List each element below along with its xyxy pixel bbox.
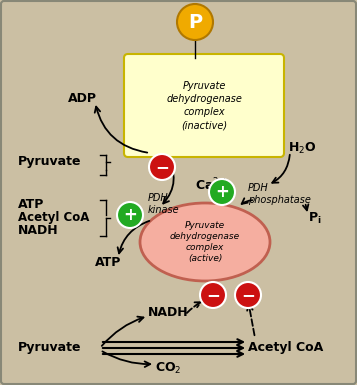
Circle shape bbox=[209, 179, 235, 205]
Text: −: − bbox=[206, 286, 220, 304]
Text: Acetyl CoA: Acetyl CoA bbox=[248, 341, 323, 355]
Text: kinase: kinase bbox=[148, 205, 180, 215]
Text: Pyruvate
dehydrogenase
complex
(active): Pyruvate dehydrogenase complex (active) bbox=[170, 221, 240, 263]
Text: ATP: ATP bbox=[18, 199, 44, 211]
Text: −: − bbox=[241, 286, 255, 304]
Circle shape bbox=[235, 282, 261, 308]
Text: −: − bbox=[155, 158, 169, 176]
Circle shape bbox=[117, 202, 143, 228]
Text: +: + bbox=[215, 183, 229, 201]
Text: P$_{\mathregular{i}}$: P$_{\mathregular{i}}$ bbox=[308, 211, 322, 226]
Text: Pyruvate
dehydrogenase
complex
(inactive): Pyruvate dehydrogenase complex (inactive… bbox=[166, 81, 242, 130]
Text: NADH: NADH bbox=[148, 306, 188, 318]
Text: +: + bbox=[123, 206, 137, 224]
Text: PDH: PDH bbox=[148, 193, 169, 203]
Text: Pyruvate: Pyruvate bbox=[18, 156, 81, 169]
Circle shape bbox=[177, 4, 213, 40]
Ellipse shape bbox=[140, 203, 270, 281]
FancyBboxPatch shape bbox=[124, 54, 284, 157]
Text: phosphatase: phosphatase bbox=[248, 195, 311, 205]
Circle shape bbox=[200, 282, 226, 308]
Text: ATP: ATP bbox=[95, 256, 121, 270]
Text: PDH: PDH bbox=[248, 183, 269, 193]
Text: Pyruvate: Pyruvate bbox=[18, 341, 81, 355]
Text: ADP: ADP bbox=[68, 92, 97, 104]
Text: Ca$^{2+}$: Ca$^{2+}$ bbox=[195, 177, 228, 193]
Text: NADH: NADH bbox=[18, 224, 59, 238]
Text: CO$_2$: CO$_2$ bbox=[155, 360, 181, 375]
Text: Acetyl CoA: Acetyl CoA bbox=[18, 211, 89, 224]
Circle shape bbox=[149, 154, 175, 180]
Text: P: P bbox=[188, 12, 202, 32]
Text: H$_2$O: H$_2$O bbox=[288, 141, 317, 156]
